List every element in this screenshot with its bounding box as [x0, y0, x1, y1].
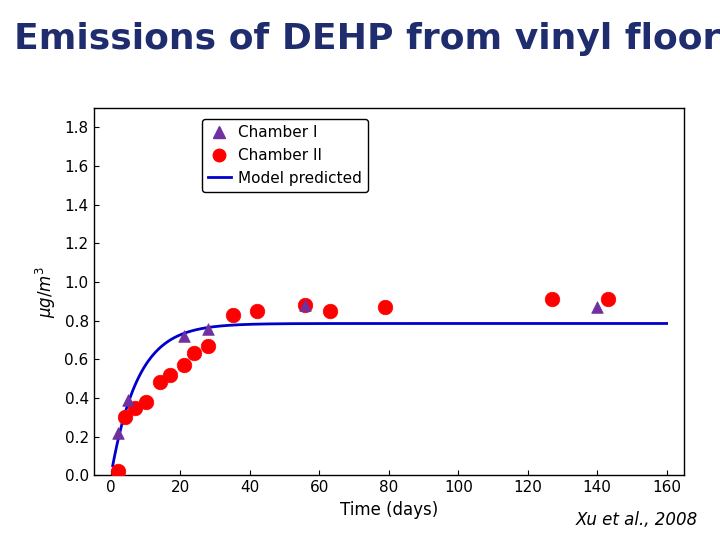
Point: [178, 361, 189, 369]
Point: [300, 301, 311, 309]
Point: [202, 325, 214, 334]
Point: [130, 403, 141, 412]
Point: [546, 295, 558, 303]
Point: [112, 467, 124, 476]
Point: [602, 295, 613, 303]
Point: [202, 341, 214, 350]
Point: [189, 349, 200, 358]
Legend: Chamber I, Chamber II, Model predicted: Chamber I, Chamber II, Model predicted: [202, 119, 368, 192]
Text: Xu et al., 2008: Xu et al., 2008: [576, 511, 698, 529]
Point: [112, 428, 124, 437]
Point: [119, 413, 130, 422]
Point: [178, 332, 189, 340]
Point: [251, 307, 263, 315]
Point: [154, 378, 166, 387]
Y-axis label: $\mu g/m^3$: $\mu g/m^3$: [33, 265, 58, 318]
Point: [140, 397, 151, 406]
Point: [122, 395, 134, 404]
Point: [591, 303, 603, 312]
Point: [300, 301, 311, 309]
Point: [227, 310, 238, 319]
Point: [379, 303, 391, 312]
Text: Emissions of DEHP from vinyl flooring: Emissions of DEHP from vinyl flooring: [14, 22, 720, 56]
Point: [324, 307, 336, 315]
Point: [164, 370, 176, 379]
X-axis label: Time (days): Time (days): [340, 501, 438, 518]
